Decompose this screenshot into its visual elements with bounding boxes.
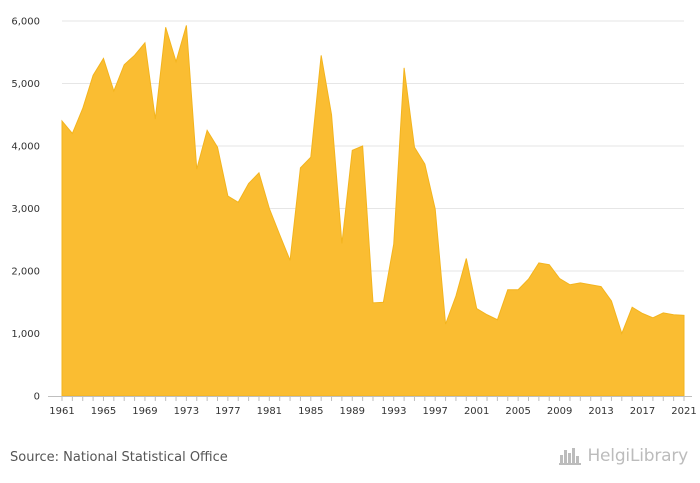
x-tick-label: 2001 [464, 406, 489, 417]
y-axis: 0 1,000 2,000 3,000 4,000 5,000 6,000 [11, 17, 40, 403]
x-tick-label: 1973 [174, 406, 199, 417]
x-tick-label: 2013 [588, 406, 613, 417]
x-tick-label: 2017 [630, 406, 655, 417]
x-tick-label: 1965 [91, 406, 116, 417]
x-tick-label: 1981 [257, 406, 282, 417]
x-tick-label: 1977 [215, 406, 240, 417]
x-tick-label: 2005 [505, 406, 530, 417]
x-tick-label: 2021 [671, 406, 696, 417]
y-tick-label: 1,000 [11, 329, 40, 340]
x-axis: 1961 1965 1969 1973 1977 1981 1985 1989 1993 1997… [48, 396, 697, 417]
y-tick-label: 5,000 [11, 79, 40, 90]
logo-text: HelgiLibrary [587, 446, 688, 466]
x-tick-label: 1997 [422, 406, 447, 417]
y-tick-label: 4,000 [11, 142, 40, 153]
area-chart: 1961 1965 1969 1973 1977 1981 1985 1989 1993 1997… [11, 17, 697, 418]
city-skyline-icon [559, 448, 582, 465]
y-tick-label: 6,000 [11, 17, 40, 28]
helgi-library-logo[interactable]: HelgiLibrary [559, 446, 688, 466]
x-tick-label: 1993 [381, 406, 406, 417]
x-tick-label: 2009 [547, 406, 572, 417]
area-series [61, 25, 685, 397]
y-tick-label: 3,000 [11, 204, 40, 215]
x-tick-label: 1969 [132, 406, 157, 417]
x-tick-label: 1989 [340, 406, 365, 417]
y-tick-label: 2,000 [11, 267, 40, 278]
y-tick-label: 0 [34, 392, 40, 403]
x-tick-label: 1961 [49, 406, 74, 417]
x-tick-label: 1985 [298, 406, 323, 417]
area-fill [61, 25, 685, 397]
source-note: Source: National Statistical Office [10, 450, 228, 465]
